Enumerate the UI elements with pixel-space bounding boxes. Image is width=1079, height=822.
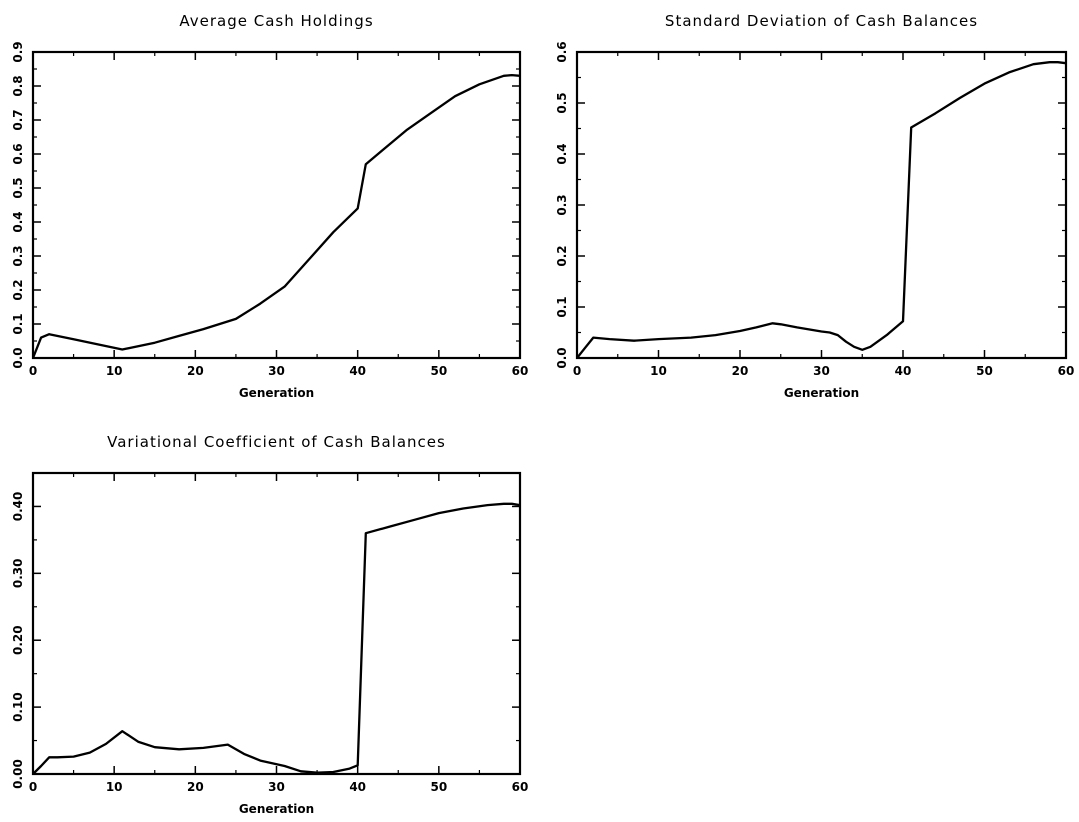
x-tick-label: 0	[573, 364, 581, 378]
y-tick-label: 0.40	[11, 492, 25, 522]
x-tick-label: 30	[268, 364, 285, 378]
x-tick-label: 0	[29, 780, 37, 794]
y-tick-label: 0.0	[555, 347, 569, 368]
y-tick-label: 0.5	[555, 92, 569, 113]
y-tick-label: 0.4	[555, 143, 569, 164]
series-line-1	[31, 73, 521, 359]
x-tick-label: 40	[349, 364, 366, 378]
x-axis-label: Generation	[239, 386, 314, 400]
y-tick-label: 0.8	[11, 75, 25, 96]
series-line-1	[576, 61, 1067, 359]
y-tick-label: 0.20	[11, 625, 25, 655]
y-tick-label: 0.1	[11, 313, 25, 334]
x-tick-label: 40	[349, 780, 366, 794]
x-axis-label: Generation	[239, 802, 314, 816]
y-tick-label: 0.3	[555, 194, 569, 215]
y-tick-label: 0.2	[555, 245, 569, 266]
plot-frame	[575, 50, 1068, 360]
x-tick-label: 30	[813, 364, 830, 378]
x-tick-label: 50	[430, 780, 447, 794]
x-tick-label: 50	[430, 364, 447, 378]
x-tick-label: 0	[29, 364, 37, 378]
y-tick-label: 0.5	[11, 177, 25, 198]
y-tick-label: 0.9	[11, 41, 25, 62]
chart-title: Variational Coefficient of Cash Balances	[107, 433, 446, 451]
plot-frame	[31, 471, 522, 776]
y-tick-label: 0.6	[555, 41, 569, 62]
x-tick-label: 50	[976, 364, 993, 378]
x-tick-label: 20	[187, 780, 204, 794]
y-tick-label: 0.1	[555, 296, 569, 317]
x-tick-label: 60	[512, 780, 529, 794]
x-tick-label: 20	[187, 364, 204, 378]
y-tick-label: 0.2	[11, 279, 25, 300]
chart-title: Average Cash Holdings	[179, 12, 373, 30]
x-tick-label: 10	[106, 364, 123, 378]
y-tick-label: 0.4	[11, 211, 25, 232]
plot-frame	[31, 50, 522, 360]
x-tick-label: 20	[732, 364, 749, 378]
chart-panel-1: Average Cash Holdings 0 10 20 30 40 50 60 0.0 0.1…	[11, 12, 528, 400]
x-tick-label: 60	[512, 364, 529, 378]
x-axis-label: Generation	[784, 386, 859, 400]
y-tick-label: 0.10	[11, 692, 25, 722]
y-tick-label: 0.3	[11, 245, 25, 266]
x-tick-label: 10	[106, 780, 123, 794]
x-tick-label: 60	[1058, 364, 1075, 378]
chart-title: Standard Deviation of Cash Balances	[665, 12, 978, 30]
y-tick-label: 0.00	[11, 759, 25, 789]
y-tick-label: 0.7	[11, 109, 25, 130]
x-tick-label: 10	[650, 364, 667, 378]
chart-panel-3: Variational Coefficient of Cash Balances…	[11, 433, 528, 816]
y-tick-label: 0.30	[11, 559, 25, 589]
x-tick-label: 30	[268, 780, 285, 794]
series-line-1	[32, 502, 521, 775]
y-tick-label: 0.0	[11, 347, 25, 368]
chart-panel-2: Standard Deviation of Cash Balances 0 10 20…	[555, 12, 1074, 400]
x-tick-label: 40	[895, 364, 912, 378]
y-tick-label: 0.6	[11, 143, 25, 164]
